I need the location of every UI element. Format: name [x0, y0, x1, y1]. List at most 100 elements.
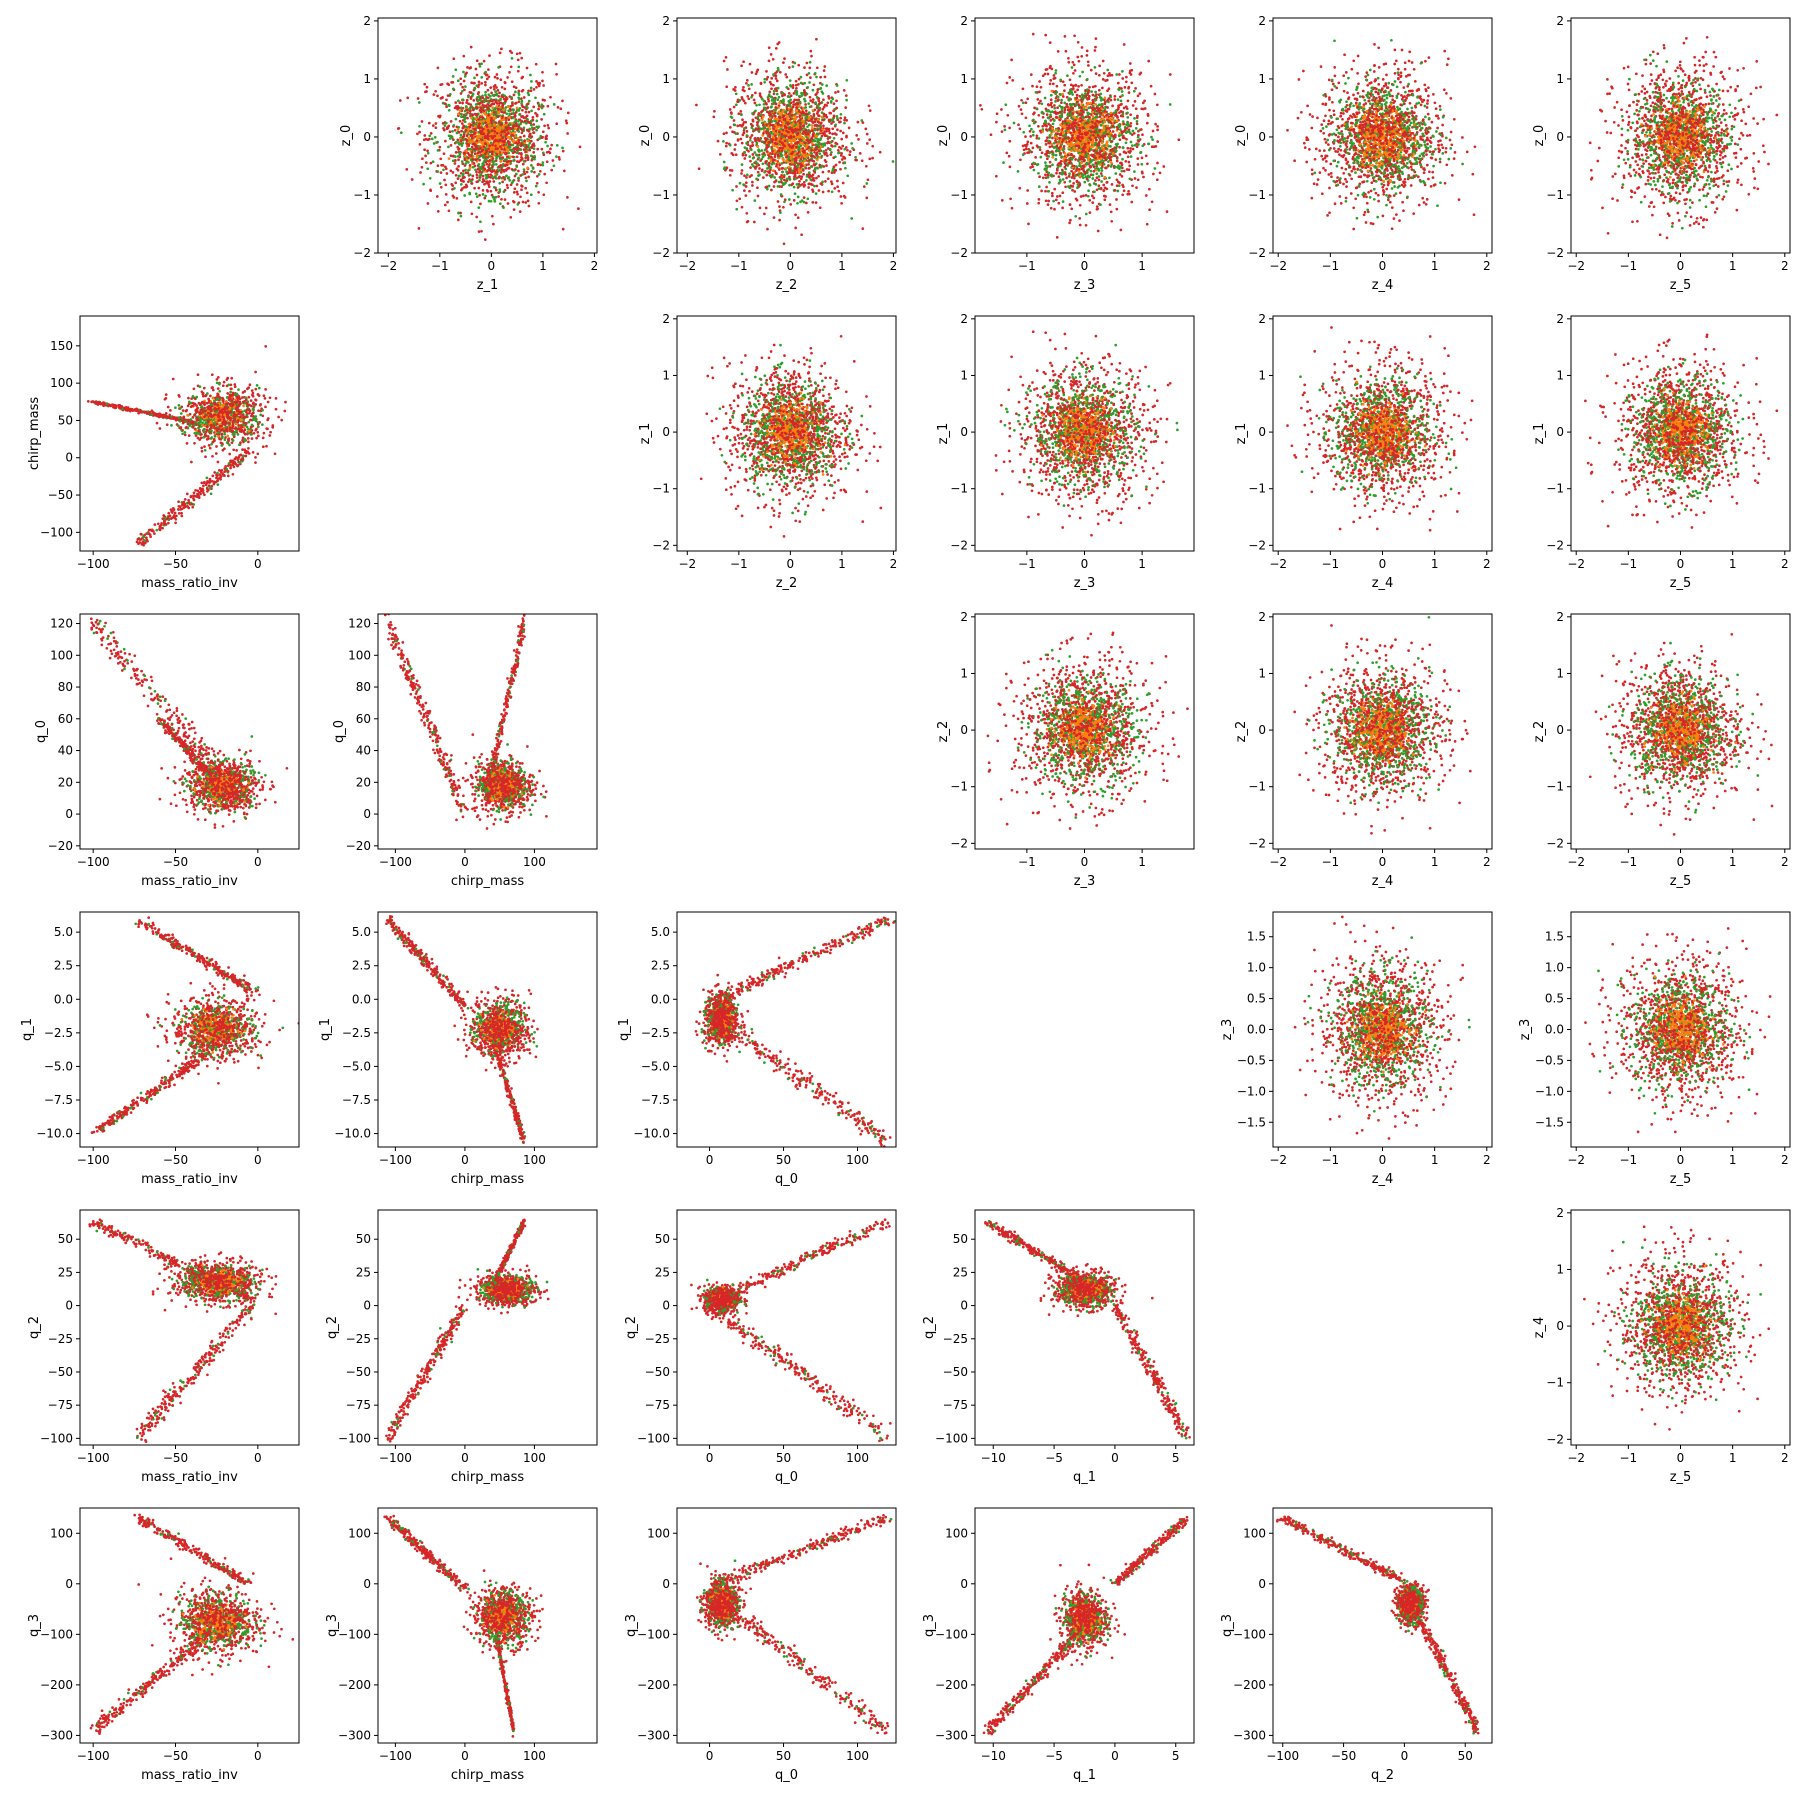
- data-point-1973: [523, 139, 526, 143]
- data-point-127: [749, 144, 752, 148]
- data-point-823: [535, 85, 538, 89]
- data-point-1309: [817, 138, 821, 142]
- data-point-829: [1104, 195, 1107, 198]
- data-point-634: [481, 189, 485, 192]
- data-point-943: [474, 192, 478, 196]
- data-point-1652: [788, 166, 791, 169]
- data-point-809: [825, 154, 829, 157]
- data-point-1980: [773, 114, 777, 118]
- data-point-1892: [467, 153, 471, 157]
- data-point-1008: [765, 187, 769, 191]
- data-point-202: [1096, 229, 1100, 233]
- data-point-497: [495, 86, 498, 89]
- data-point-1472: [795, 91, 799, 95]
- data-point-1935: [483, 167, 487, 171]
- data-point-90: [797, 77, 801, 81]
- data-point-1426: [829, 140, 833, 144]
- data-point-1924: [816, 120, 820, 124]
- data-point-1171: [515, 151, 519, 155]
- data-point-260: [1057, 175, 1061, 179]
- data-point-1276: [529, 73, 532, 77]
- data-point-184: [561, 149, 565, 153]
- data-point-1628: [798, 133, 802, 136]
- data-point-492: [827, 189, 830, 193]
- data-point-356: [802, 196, 806, 199]
- data-point-1292: [461, 172, 465, 176]
- data-point-685: [541, 98, 545, 102]
- data-point-1634: [464, 154, 467, 158]
- data-point-639: [1061, 191, 1065, 195]
- data-point-582: [1019, 108, 1023, 111]
- data-point-188: [815, 184, 819, 188]
- data-point-2039: [487, 113, 491, 117]
- data-point-1857: [795, 106, 798, 109]
- data-point-1799: [757, 138, 761, 142]
- data-point-281: [490, 214, 494, 218]
- data-point-1410: [458, 174, 461, 178]
- data-point-1442: [785, 177, 789, 181]
- data-point-521: [867, 104, 871, 108]
- data-point-1853: [828, 136, 832, 139]
- data-point-923: [541, 161, 545, 164]
- data-point-1946: [823, 133, 827, 137]
- data-point-2009: [520, 76, 524, 80]
- data-point-1964: [504, 116, 508, 120]
- data-point-469: [1021, 144, 1025, 148]
- data-point-425: [537, 84, 541, 88]
- data-point-541: [757, 111, 761, 115]
- scatter-points: [396, 45, 582, 241]
- data-point-2038: [451, 171, 455, 174]
- data-point-556: [1136, 114, 1139, 118]
- data-point-794: [527, 110, 531, 114]
- data-point-1237: [748, 138, 752, 142]
- data-point-519: [1088, 198, 1092, 202]
- data-point-1432: [534, 184, 538, 188]
- data-point-1144: [820, 154, 824, 158]
- data-point-1794: [470, 116, 473, 120]
- data-point-1895: [482, 145, 486, 149]
- data-point-1060: [467, 95, 470, 99]
- data-point-949: [494, 90, 497, 93]
- data-point-737: [457, 158, 460, 162]
- data-point-1356: [793, 61, 797, 65]
- data-point-925: [805, 175, 809, 178]
- data-point-619: [1071, 60, 1075, 64]
- data-point-514: [499, 78, 503, 82]
- data-point-1075: [502, 190, 506, 194]
- data-point-41: [1049, 98, 1053, 102]
- data-point-759: [533, 170, 536, 174]
- data-point-1752: [476, 137, 479, 141]
- data-point-1980: [509, 183, 513, 187]
- data-point-709: [1043, 72, 1047, 76]
- data-point-2033: [765, 150, 769, 153]
- data-point-703: [736, 124, 740, 128]
- data-point-2037: [501, 115, 504, 119]
- data-point-842: [824, 148, 828, 152]
- data-point-358: [778, 175, 782, 179]
- data-point-1970: [783, 103, 786, 106]
- data-point-1720: [790, 139, 793, 143]
- data-point-995: [511, 143, 515, 147]
- data-point-1864: [472, 108, 475, 112]
- data-point-376: [519, 195, 522, 199]
- data-point-1477: [829, 100, 833, 103]
- data-point-375: [1064, 49, 1068, 53]
- data-point-1724: [798, 168, 801, 172]
- data-point-1868: [523, 172, 527, 176]
- data-point-1174: [779, 151, 783, 155]
- data-point-693: [468, 178, 471, 181]
- data-point-413: [783, 178, 786, 182]
- data-point-244: [1024, 101, 1028, 105]
- data-point-1929: [770, 109, 774, 113]
- data-point-20: [1073, 69, 1077, 72]
- data-point-160: [1058, 194, 1062, 198]
- data-point-1849: [759, 159, 762, 162]
- data-point-25: [478, 62, 481, 66]
- data-point-204: [1000, 199, 1004, 202]
- data-point-222: [1126, 99, 1130, 103]
- data-point-1886: [488, 163, 491, 166]
- data-point-771: [450, 81, 453, 84]
- data-point-1861: [767, 99, 771, 103]
- data-point-709: [836, 185, 839, 189]
- data-point-1397: [798, 100, 802, 104]
